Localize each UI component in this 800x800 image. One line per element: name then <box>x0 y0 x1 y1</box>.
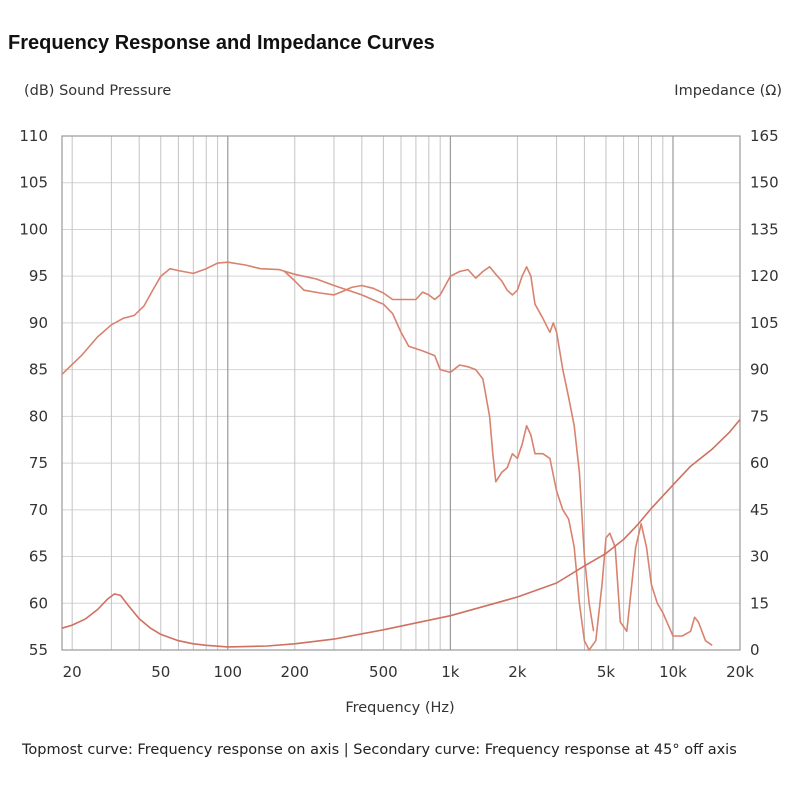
y-right-tick-label: 120 <box>750 267 779 285</box>
y-left-tick-label: 70 <box>29 501 48 519</box>
y-right-tick-label: 105 <box>750 314 779 332</box>
x-tick-label: 200 <box>280 663 309 681</box>
y-right-tick-label: 135 <box>750 220 779 238</box>
y-axis-left-label: (dB) Sound Pressure <box>24 83 172 99</box>
y-right-tick-label: 165 <box>750 127 779 145</box>
y-right-tick-label: 15 <box>750 594 769 612</box>
x-axis-label: Frequency (Hz) <box>345 700 455 716</box>
series-lines <box>61 261 741 651</box>
y-left-tick-label: 65 <box>29 548 48 566</box>
series-line-2 <box>284 266 595 632</box>
x-tick-label: 20k <box>726 663 754 681</box>
x-tick-label: 5k <box>597 663 616 681</box>
y-left-tick-label: 105 <box>19 174 48 192</box>
y-left-tick-label: 85 <box>29 361 48 379</box>
x-tick-label: 1k <box>441 663 460 681</box>
y-right-tick-label: 75 <box>750 407 769 425</box>
series-line-3 <box>61 418 741 648</box>
y-left-tick-label: 100 <box>19 220 48 238</box>
x-tick-label: 500 <box>369 663 398 681</box>
y-right-tick-label: 90 <box>750 361 769 379</box>
x-tick-label: 50 <box>151 663 170 681</box>
grid-lines <box>62 135 741 651</box>
y-right-tick-label: 45 <box>750 501 769 519</box>
x-tick-label: 20 <box>63 663 82 681</box>
y-right-tick-label: 60 <box>750 454 769 472</box>
x-tick-label: 100 <box>213 663 242 681</box>
tick-labels: 55 60 65 70 75 80 85 90 95 100 105 110 0 15 30 45 60 75 90… <box>19 127 778 681</box>
y-right-tick-label: 150 <box>750 174 779 192</box>
series-line-1 <box>61 261 713 651</box>
y-right-tick-label: 30 <box>750 548 769 566</box>
plot-frame <box>61 135 741 651</box>
chart-caption: Topmost curve: Frequency response on axi… <box>22 742 737 758</box>
y-left-tick-label: 80 <box>29 407 48 425</box>
chart-title: Frequency Response and Impedance Curves <box>8 32 435 54</box>
x-tick-label: 2k <box>508 663 527 681</box>
y-right-tick-label: 0 <box>750 641 760 659</box>
x-tick-label: 10k <box>659 663 687 681</box>
axis-frame <box>61 135 741 651</box>
y-left-tick-label: 95 <box>29 267 48 285</box>
y-left-tick-label: 60 <box>29 594 48 612</box>
y-axis-right-label: Impedance (Ω) <box>674 83 782 99</box>
y-left-tick-label: 55 <box>29 641 48 659</box>
y-left-tick-label: 110 <box>19 127 48 145</box>
y-left-tick-label: 75 <box>29 454 48 472</box>
y-left-tick-label: 90 <box>29 314 48 332</box>
